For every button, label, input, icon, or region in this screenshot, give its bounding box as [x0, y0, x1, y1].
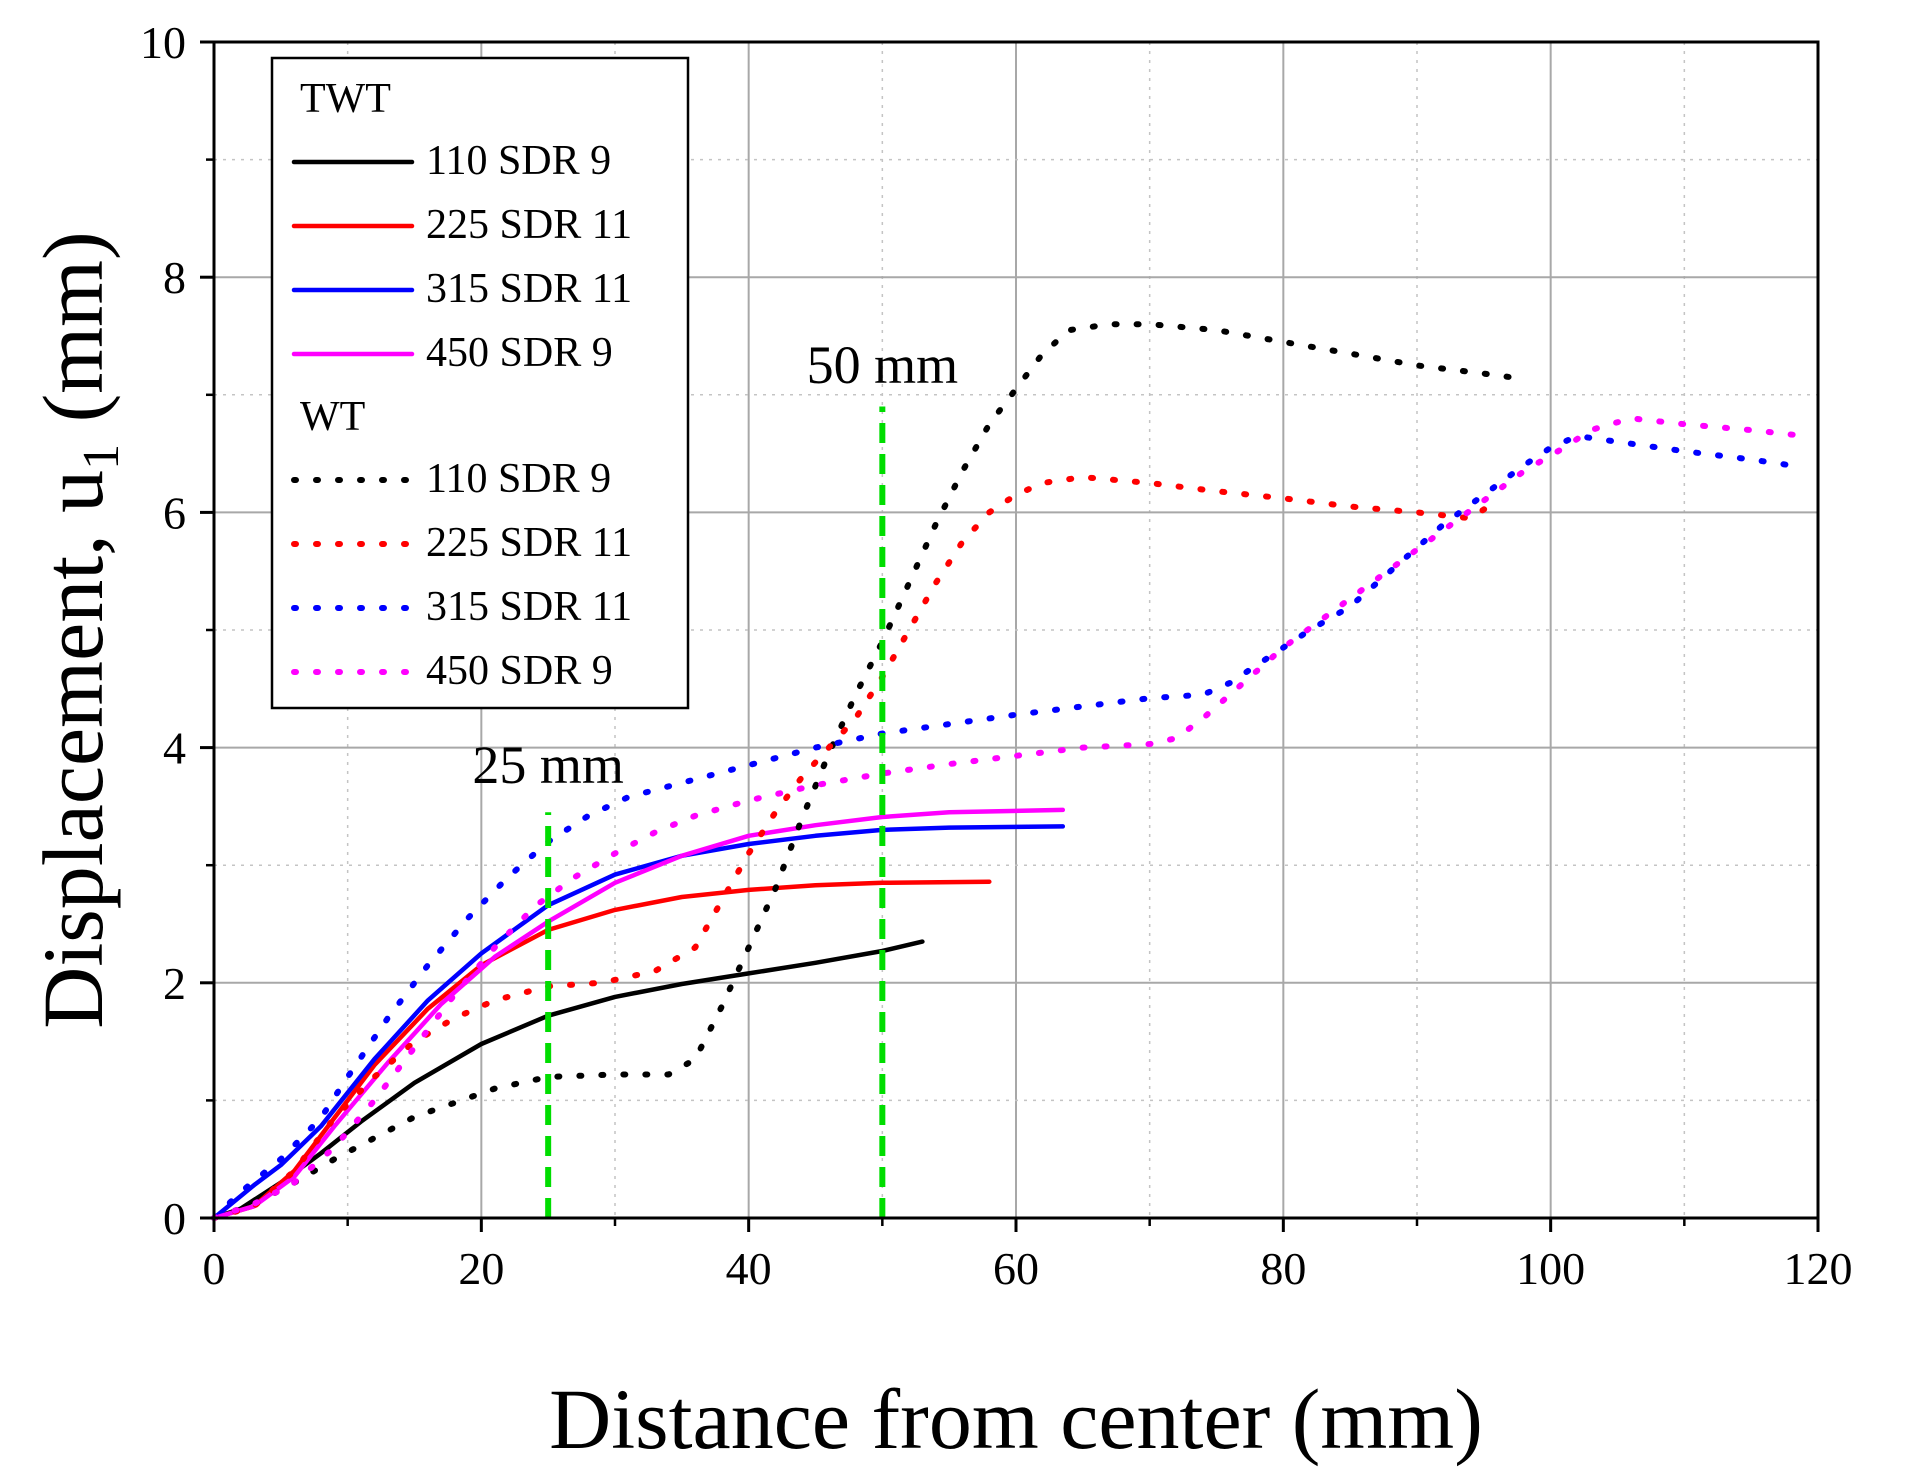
- axis-titles: Distance from center (mm) Displacement, …: [25, 231, 1483, 1467]
- series-layer: [211, 321, 1808, 1221]
- y-tick-label: 2: [163, 958, 186, 1009]
- series-line-twt-450-sdr-9: [211, 807, 1066, 1221]
- y-axis-title-main: Displacement, u: [25, 470, 121, 1029]
- legend-box: [270, 56, 690, 710]
- x-tick-label: 80: [1260, 1243, 1306, 1294]
- x-tick-label: 100: [1516, 1243, 1585, 1294]
- legend: TWT 110 SDR 9 225 SDR 11 315 SDR 11 450 SDR …: [270, 56, 690, 710]
- annotation-label-50mm: 50 mm: [807, 335, 959, 395]
- y-tick-label: 8: [163, 252, 186, 303]
- annotation-label-25mm: 25 mm: [472, 735, 624, 795]
- y-tick-label: 4: [163, 723, 186, 774]
- annotations: 25 mm 50 mm: [472, 335, 958, 1218]
- series-line-twt-315-sdr-11: [211, 824, 1066, 1221]
- x-tick-label: 40: [726, 1243, 772, 1294]
- series-line-wt-315-sdr-11: [211, 433, 1795, 1221]
- series-line-wt-450-sdr-9: [211, 415, 1808, 1221]
- legend-label: 110 SDR 9: [426, 138, 611, 184]
- y-tick-label: 0: [163, 1193, 186, 1244]
- legend-label: 315 SDR 11: [426, 266, 632, 312]
- x-tick-label: 120: [1784, 1243, 1853, 1294]
- series-line-twt-225-sdr-11: [211, 879, 992, 1221]
- series-line-wt-110-sdr-9: [211, 321, 1514, 1221]
- legend-label: 450 SDR 9: [426, 648, 613, 694]
- x-axis-title: Distance from center (mm): [549, 1371, 1483, 1467]
- legend-label: 225 SDR 11: [426, 202, 632, 248]
- legend-label: 225 SDR 11: [426, 520, 632, 566]
- y-axis-title: Displacement, u1 (mm): [25, 231, 130, 1028]
- y-tick-label: 10: [140, 17, 186, 68]
- axes: 0 20 40 60 80 100 120 0 2 4 6 8 10: [140, 17, 1853, 1294]
- legend-label: 450 SDR 9: [426, 330, 613, 376]
- legend-label: 110 SDR 9: [426, 456, 611, 502]
- x-tick-label: 20: [458, 1243, 504, 1294]
- y-tick-label: 6: [163, 487, 186, 538]
- legend-label: 315 SDR 11: [426, 584, 632, 630]
- legend-group-title: TWT: [300, 76, 391, 122]
- x-tick-label: 60: [993, 1243, 1039, 1294]
- x-tick-label: 0: [203, 1243, 226, 1294]
- legend-group-title: WT: [300, 394, 365, 440]
- y-axis-title-unit: (mm): [25, 231, 121, 444]
- y-axis-title-subscript: 1: [73, 444, 130, 470]
